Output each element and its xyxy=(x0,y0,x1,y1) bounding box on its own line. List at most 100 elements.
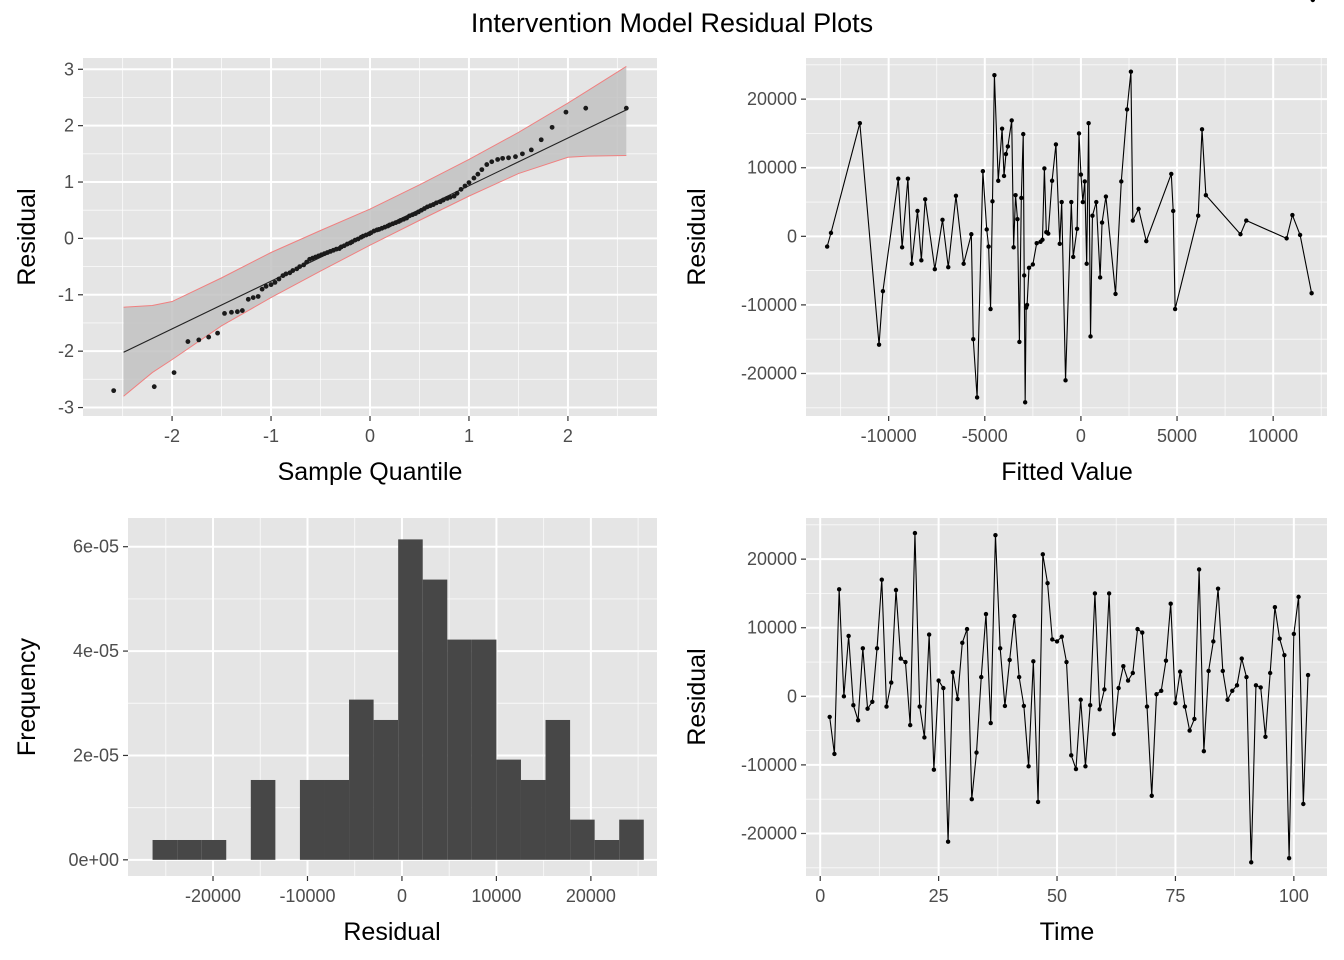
fitted-point xyxy=(1049,178,1055,183)
time-point xyxy=(1116,685,1121,691)
fitted-point xyxy=(1284,236,1289,241)
fitted-point xyxy=(953,193,959,199)
qq-point xyxy=(297,264,303,269)
time-y-tick-label: 10000 xyxy=(747,618,797,638)
fitted-point xyxy=(1030,262,1036,267)
time-point xyxy=(1286,855,1292,861)
time-point xyxy=(1078,697,1083,702)
fitted-point xyxy=(1009,118,1014,123)
fitted-point xyxy=(1082,179,1087,184)
fitted-point xyxy=(932,267,938,272)
qq-point xyxy=(520,151,525,157)
fitted-point xyxy=(1172,306,1178,312)
time-point xyxy=(1258,685,1263,690)
fitted-point xyxy=(1195,213,1201,218)
hist-bar xyxy=(496,759,521,860)
qq-x-tick-label: -2 xyxy=(164,426,180,446)
time-point xyxy=(950,670,956,675)
time-point xyxy=(936,678,941,683)
time-x-tick-label: 25 xyxy=(929,886,949,906)
qq-y-tick-label: 0 xyxy=(64,228,74,248)
fitted-point xyxy=(1076,131,1082,136)
fitted-y-tick-label: -10000 xyxy=(741,295,797,315)
fitted-y-tick-label: 10000 xyxy=(747,158,797,178)
fitted-point xyxy=(1097,275,1103,280)
hist-y-tick-label: 0e+00 xyxy=(68,850,119,870)
time-point xyxy=(879,577,884,582)
time-point xyxy=(1045,580,1050,586)
time-point xyxy=(1159,688,1164,694)
time-point xyxy=(889,680,894,685)
qq-point xyxy=(268,282,274,288)
fitted-point xyxy=(1103,194,1109,199)
qq-y-tick-label: -1 xyxy=(58,285,74,305)
fitted-y-tick-label: 0 xyxy=(787,226,797,246)
time-point xyxy=(1031,659,1036,664)
fitted-point xyxy=(922,197,928,202)
fitted-point xyxy=(971,336,976,342)
fitted-point xyxy=(1130,218,1136,223)
qq-point xyxy=(206,334,212,340)
hist-bar xyxy=(594,839,620,860)
hist-bar xyxy=(570,819,595,860)
hist-bar xyxy=(520,779,546,860)
time-point xyxy=(1154,692,1159,697)
time-point xyxy=(1097,707,1102,712)
time-point xyxy=(908,722,913,728)
fitted-point xyxy=(824,244,830,249)
time-point xyxy=(1220,668,1226,674)
qq-band-lower-edge xyxy=(123,155,627,397)
time-point xyxy=(945,839,951,844)
fitted-x-tick-label: 0 xyxy=(1076,426,1086,446)
time-point xyxy=(917,704,922,709)
fitted-point xyxy=(1297,232,1303,238)
time-point xyxy=(841,694,847,699)
fitted-point xyxy=(880,288,886,294)
hist-bar xyxy=(545,719,571,860)
time-point xyxy=(893,587,899,593)
time-point xyxy=(1177,669,1183,674)
fitted-point xyxy=(1088,334,1093,339)
fitted-y-axis-label: Residual xyxy=(683,188,711,285)
hist-x-tick-label: -20000 xyxy=(185,886,241,906)
time-point xyxy=(855,718,861,723)
qq-point xyxy=(563,109,569,115)
qq-point xyxy=(458,186,464,192)
time-point xyxy=(1187,728,1192,733)
hist-y-axis-label: Frequency xyxy=(13,637,41,756)
time-point xyxy=(960,640,965,646)
qq-point xyxy=(259,286,265,292)
time-point xyxy=(1296,594,1301,600)
time-point xyxy=(1234,683,1240,688)
fitted-point xyxy=(909,261,914,266)
qq-point xyxy=(234,309,240,315)
time-point xyxy=(1305,672,1311,678)
time-point xyxy=(1012,613,1017,619)
residual-histogram-panel: -20000 -10000 0 10000 20000 0e+00 2e-05 4e-05 6e… xyxy=(68,518,657,906)
fitted-point xyxy=(1074,226,1080,231)
hist-bar xyxy=(299,779,325,860)
fitted-point xyxy=(996,178,1001,183)
fitted-point xyxy=(1013,192,1018,198)
qq-point xyxy=(513,154,518,160)
qq-point xyxy=(283,271,289,277)
time-y-tick-label: 0 xyxy=(787,686,797,706)
time-point xyxy=(1073,766,1079,772)
time-point xyxy=(1102,687,1107,692)
time-point xyxy=(1267,670,1273,676)
qq-point xyxy=(185,339,191,344)
qq-point xyxy=(475,171,481,177)
fitted-point xyxy=(984,227,989,232)
qq-x-tick-label: 0 xyxy=(365,426,375,446)
fitted-point xyxy=(1124,107,1130,112)
time-point xyxy=(1026,764,1031,769)
hist-bar xyxy=(619,819,644,860)
hist-x-tick-label: 20000 xyxy=(566,886,616,906)
fitted-point xyxy=(896,176,901,181)
time-point xyxy=(1149,793,1154,798)
fitted-point xyxy=(1078,172,1084,177)
fitted-point xyxy=(1026,265,1032,271)
time-x-axis-label: Time xyxy=(1040,918,1095,946)
fitted-point xyxy=(1042,166,1047,171)
time-x-tick-label: 75 xyxy=(1165,886,1185,906)
